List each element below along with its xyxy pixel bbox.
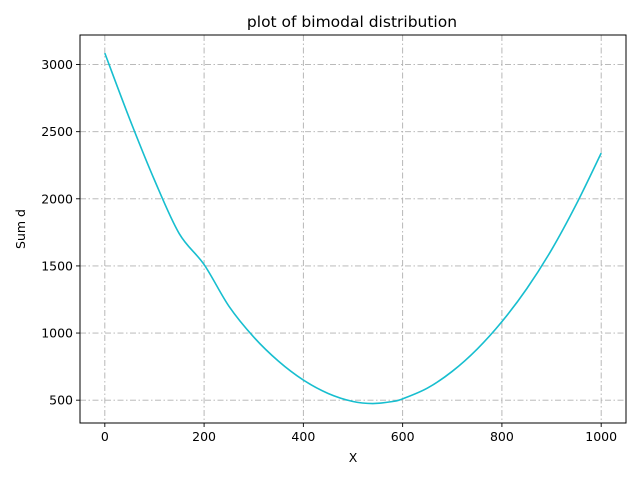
y-axis-ticks: 500 1000 1500 2000 2500 3000 (41, 57, 80, 408)
series-line (104, 52, 602, 405)
axes-frame (79, 34, 627, 424)
y-tick-label: 1500 (41, 258, 73, 273)
x-tick-label: 600 (391, 429, 415, 444)
x-tick-label: 200 (192, 429, 216, 444)
chart-title: plot of bimodal distribution (247, 13, 457, 31)
y-tick-label: 2500 (41, 124, 73, 139)
y-tick-label: 1000 (41, 326, 73, 341)
y-axis-label: Sum d (13, 209, 28, 249)
x-axis-ticks: 0 200 400 600 800 1000 (101, 423, 617, 444)
plot-area (104, 52, 602, 405)
y-tick-label: 3000 (41, 57, 73, 72)
grid (80, 35, 626, 423)
x-tick-label: 800 (490, 429, 514, 444)
y-tick-label: 2000 (41, 191, 73, 206)
x-tick-label: 0 (101, 429, 109, 444)
x-axis-label: X (349, 450, 358, 465)
x-tick-label: 400 (291, 429, 315, 444)
y-tick-label: 500 (49, 393, 73, 408)
x-tick-label: 1000 (585, 429, 617, 444)
